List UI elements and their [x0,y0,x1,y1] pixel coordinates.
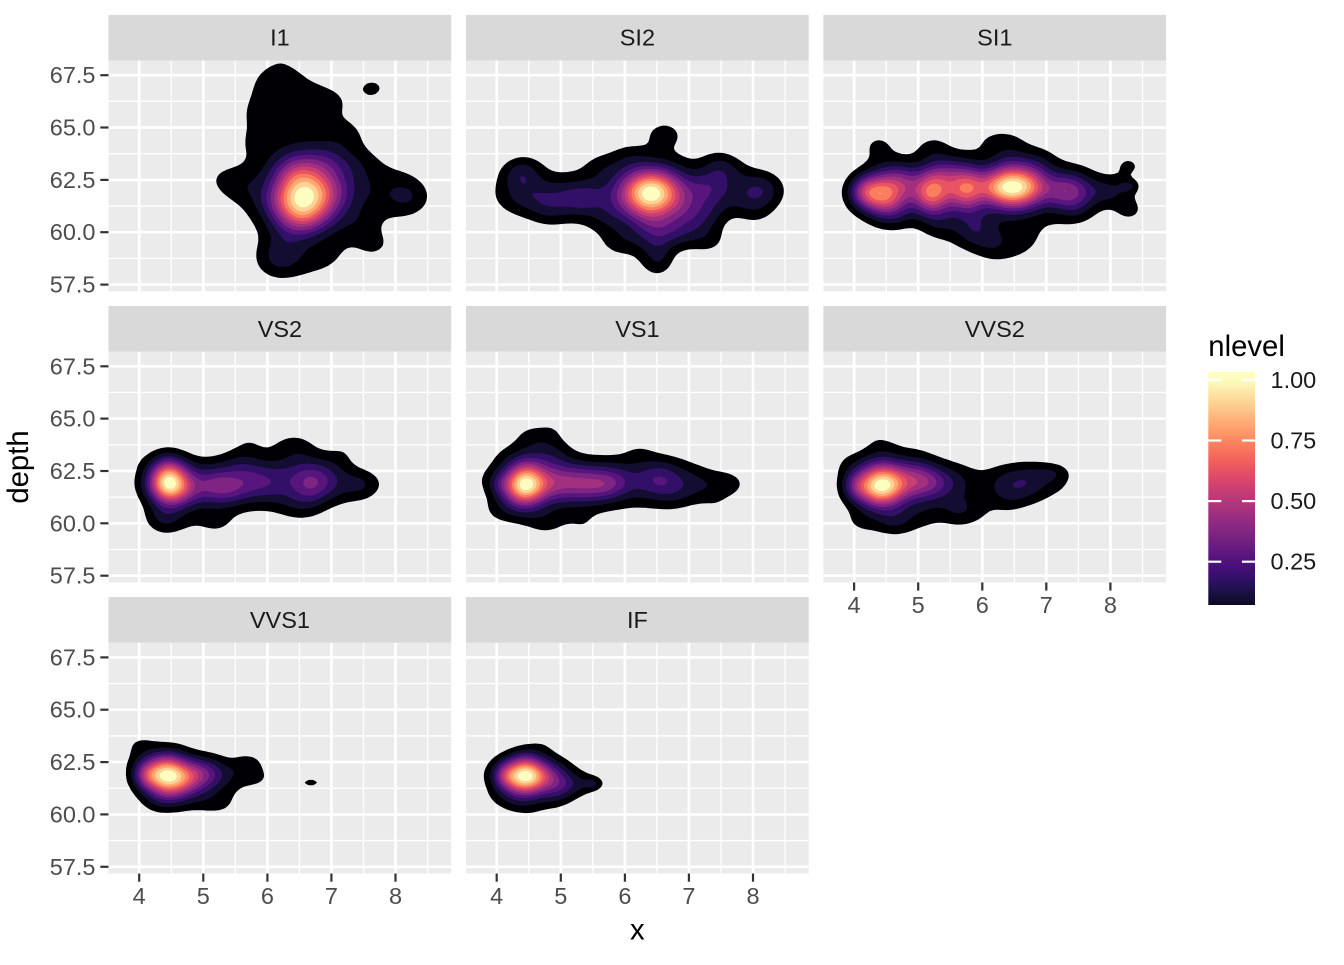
svg-text:VS1: VS1 [615,316,659,342]
svg-text:6: 6 [261,883,274,909]
svg-text:x: x [630,914,645,947]
svg-text:62.5: 62.5 [50,749,96,775]
svg-text:0.25: 0.25 [1271,549,1317,575]
svg-text:0.75: 0.75 [1271,428,1317,454]
svg-text:5: 5 [554,883,567,909]
svg-text:4: 4 [133,883,146,909]
svg-text:I1: I1 [270,25,290,51]
svg-text:65.0: 65.0 [50,115,96,141]
svg-text:VVS1: VVS1 [250,607,310,633]
svg-text:60.0: 60.0 [50,801,96,827]
svg-text:1.00: 1.00 [1271,367,1317,393]
svg-text:5: 5 [197,883,210,909]
svg-text:57.5: 57.5 [50,854,96,880]
svg-text:7: 7 [682,883,695,909]
svg-text:VVS2: VVS2 [965,316,1025,342]
svg-text:nlevel: nlevel [1208,330,1285,363]
svg-text:67.5: 67.5 [50,353,96,379]
svg-text:7: 7 [1040,592,1053,618]
svg-text:62.5: 62.5 [50,167,96,193]
svg-text:6: 6 [976,592,989,618]
svg-text:65.0: 65.0 [50,697,96,723]
svg-text:SI1: SI1 [977,25,1012,51]
svg-text:4: 4 [848,592,861,618]
svg-text:4: 4 [490,883,503,909]
svg-text:65.0: 65.0 [50,406,96,432]
svg-text:7: 7 [325,883,338,909]
svg-text:SI2: SI2 [620,25,655,51]
svg-text:57.5: 57.5 [50,563,96,589]
svg-text:60.0: 60.0 [50,510,96,536]
svg-text:8: 8 [389,883,402,909]
svg-text:VS2: VS2 [258,316,302,342]
svg-text:57.5: 57.5 [50,272,96,298]
svg-text:0.50: 0.50 [1271,488,1317,514]
svg-text:67.5: 67.5 [50,644,96,670]
svg-text:8: 8 [1104,592,1117,618]
svg-text:60.0: 60.0 [50,219,96,245]
svg-text:62.5: 62.5 [50,458,96,484]
svg-text:6: 6 [618,883,631,909]
svg-text:67.5: 67.5 [50,62,96,88]
svg-text:IF: IF [627,607,648,633]
svg-text:8: 8 [746,883,759,909]
svg-text:5: 5 [912,592,925,618]
svg-text:depth: depth [2,430,35,503]
